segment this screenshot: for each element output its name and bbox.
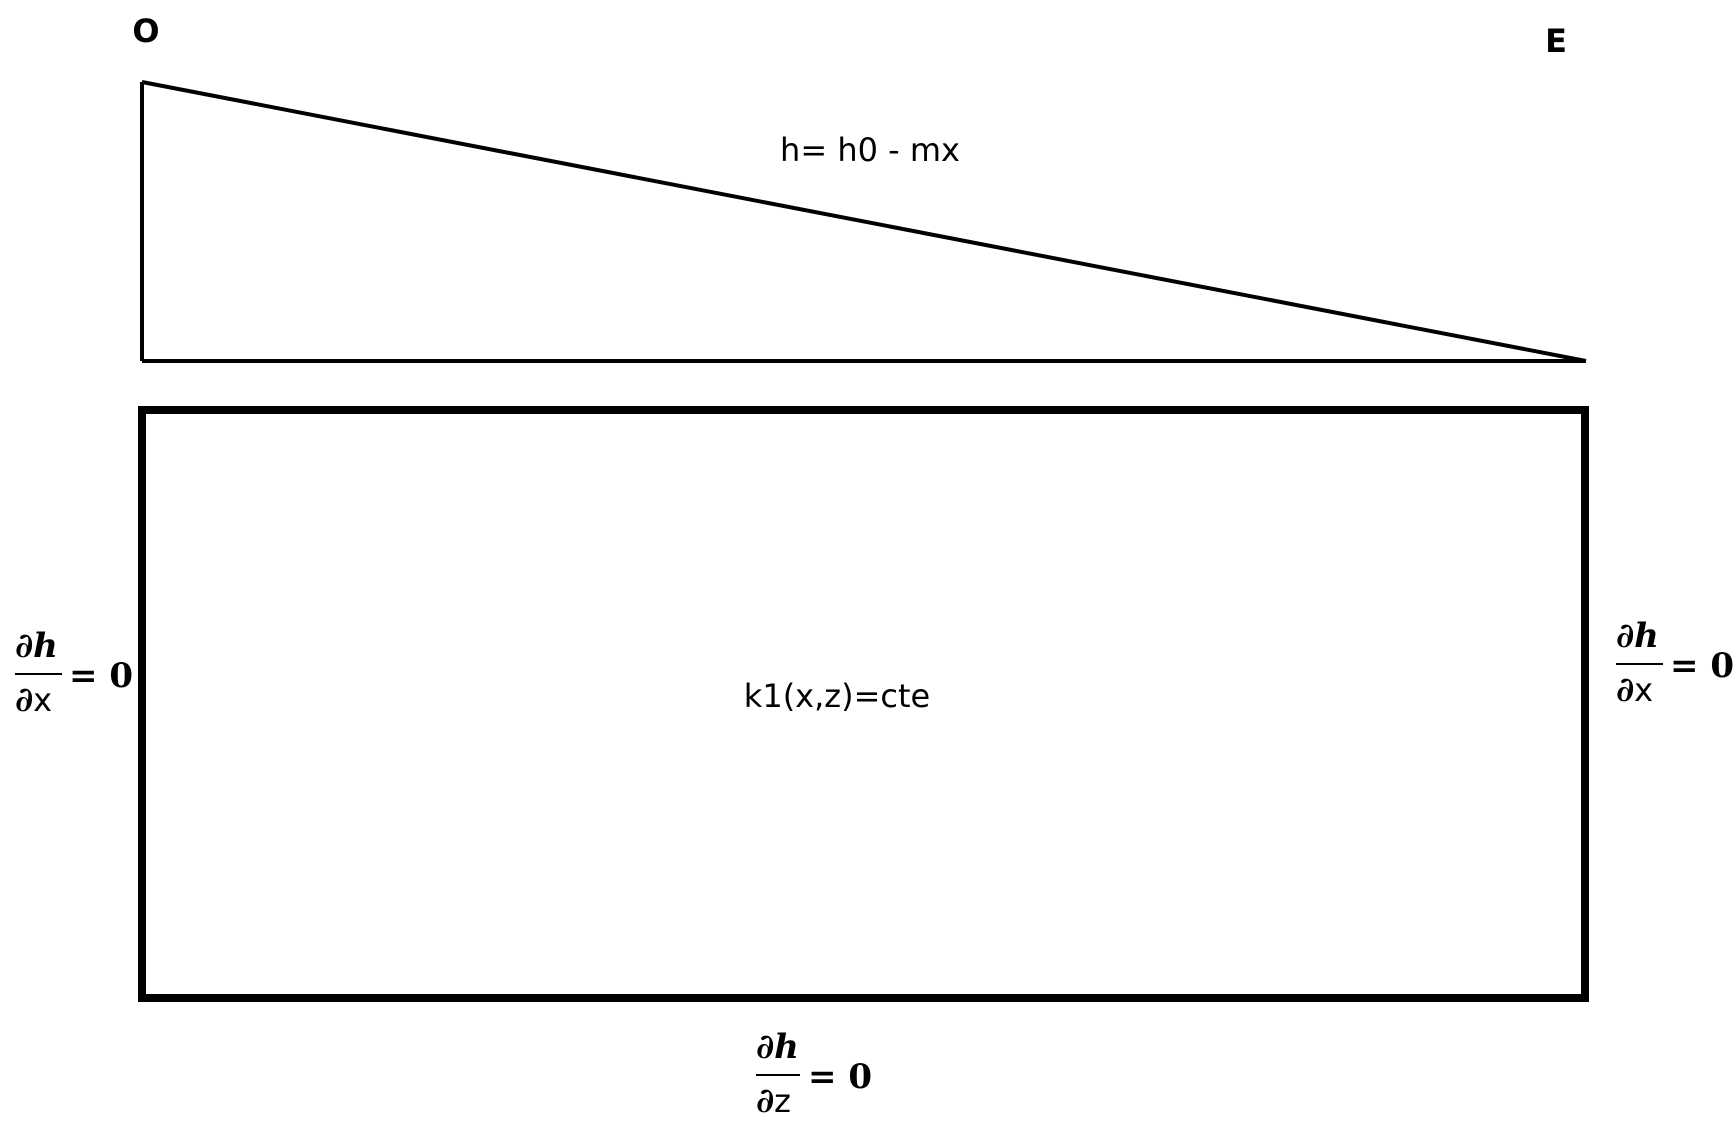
bottom-bc-equals-zero: = 0 (808, 1057, 872, 1097)
right-boundary-condition: ∂h ∂x = 0 (1616, 616, 1734, 710)
left-bc-equals-zero: = 0 (69, 656, 133, 696)
right-bc-denominator: ∂x (1616, 670, 1653, 710)
bottom-boundary-condition: ∂h ∂z = 0 (756, 1027, 872, 1121)
right-bc-equals-zero: = 0 (1670, 646, 1734, 686)
bottom-bc-numerator: ∂h (756, 1027, 799, 1067)
head-profile-sloped-edge (141, 80, 1587, 363)
aquifer-domain (138, 406, 1589, 1002)
end-label: E (1545, 22, 1567, 60)
left-bc-numerator: ∂h (15, 626, 58, 666)
conductivity-label: k1(x,z)=cte (744, 677, 930, 715)
origin-label: O (132, 12, 159, 50)
bottom-bc-denominator: ∂z (756, 1081, 791, 1121)
right-bc-numerator: ∂h (1616, 616, 1659, 656)
left-bc-denominator: ∂x (15, 680, 52, 720)
head-equation: h= h0 - mx (780, 131, 960, 169)
head-profile (140, 80, 1587, 363)
left-boundary-condition: ∂h ∂x = 0 (15, 626, 133, 720)
